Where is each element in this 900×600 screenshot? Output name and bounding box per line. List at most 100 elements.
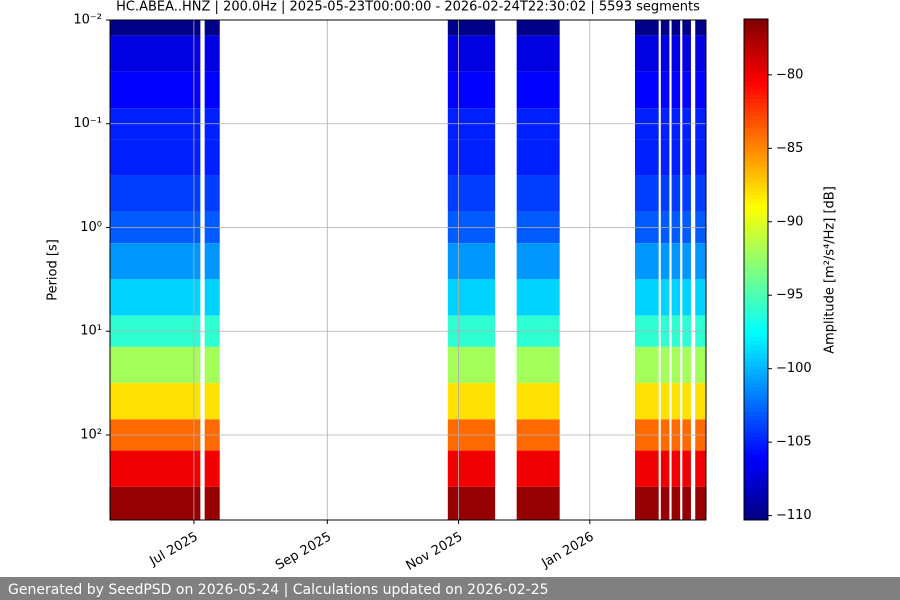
spectrogram-cell [110, 486, 201, 520]
colorbar-swatch [744, 252, 768, 258]
spectrogram-cell [204, 486, 220, 520]
plot-frame [109, 19, 707, 521]
spectrogram-cell [110, 20, 201, 36]
colorbar-swatch [744, 56, 768, 62]
colorbar-swatch [744, 482, 768, 488]
colorbar-swatch [744, 173, 768, 179]
colorbar-swatch [744, 419, 768, 425]
colorbar-swatch [744, 206, 768, 212]
spectrogram-cell [695, 243, 706, 280]
colorbar-swatch [744, 261, 768, 266]
spectrogram-cell [671, 346, 681, 384]
spectrogram-cell [447, 279, 496, 316]
colorbar-swatch [744, 444, 768, 450]
spectrogram-cell [516, 486, 560, 520]
colorbar-swatch [744, 190, 768, 195]
colorbar-label: Amplitude [m²/s⁴/Hz] [dB] [823, 186, 838, 354]
spectrogram-cell [447, 346, 496, 384]
colorbar-swatch [744, 244, 768, 250]
colorbar-swatch [744, 64, 768, 70]
spectrogram-cell [671, 450, 681, 487]
colorbar-swatch [744, 319, 768, 325]
colorbar-swatch [744, 507, 768, 513]
colorbar-swatch [744, 503, 768, 508]
x-tick-label: Jul 2025 [146, 530, 200, 570]
colorbar-swatch [744, 223, 768, 229]
colorbar-swatch [744, 73, 768, 78]
spectrogram-cell [682, 175, 691, 212]
colorbar-swatch [744, 515, 768, 521]
spectrogram-cell [682, 486, 691, 520]
colorbar-swatch [744, 85, 768, 91]
colorbar-swatch [744, 31, 768, 37]
footer-text: Generated by SeedPSD on 2026-05-24 | Cal… [8, 582, 549, 598]
spectrogram-cell [516, 139, 560, 176]
spectrogram-cell [671, 243, 681, 280]
colorbar-swatch [744, 98, 768, 103]
spectrogram-cell [682, 279, 691, 316]
spectrogram-cell [634, 279, 659, 316]
colorbar-swatch [744, 282, 768, 287]
colorbar-swatch [744, 432, 768, 437]
colorbar-swatch [744, 365, 768, 371]
colorbar-swatch [744, 181, 768, 187]
footer-bar [0, 577, 900, 600]
colorbar-swatch [744, 169, 768, 174]
colorbar-swatch [744, 474, 768, 479]
spectrogram-cell [447, 383, 496, 420]
spectrogram-cell [671, 383, 681, 420]
spectrogram-cell [516, 450, 560, 487]
colorbar-tick-label: −95 [776, 288, 803, 303]
colorbar-swatch [744, 240, 768, 245]
colorbar-swatch [744, 511, 768, 517]
colorbar-swatch [744, 219, 768, 225]
colorbar-swatch [744, 373, 768, 379]
spectrogram-cell [634, 450, 659, 487]
colorbar-swatch [744, 89, 768, 95]
colorbar-swatch [744, 115, 768, 120]
colorbar-tick-label: −105 [776, 435, 812, 450]
spectrogram-cell [671, 139, 681, 176]
colorbar-swatch [744, 269, 768, 275]
colorbar-swatch [744, 440, 768, 446]
colorbar-swatch [744, 198, 768, 204]
colorbar-swatch [744, 323, 768, 329]
spectrogram-cell [516, 383, 560, 420]
x-tick-label: Nov 2025 [404, 530, 466, 574]
spectrogram-cell [204, 383, 220, 420]
spectrogram-cell [516, 71, 560, 109]
colorbar-swatch [744, 186, 768, 191]
spectrogram-cell [516, 243, 560, 280]
spectrogram-cell [447, 20, 496, 36]
spectrogram-cell [671, 486, 681, 520]
spectrogram-cell [447, 243, 496, 280]
y-tick-label: 10¹ [80, 324, 102, 339]
spectrogram-cell [516, 20, 560, 36]
spectrogram-cell [695, 71, 706, 109]
colorbar-swatch [744, 140, 768, 145]
colorbar-swatch [744, 465, 768, 471]
colorbar-swatch [744, 386, 768, 392]
colorbar-swatch [744, 144, 768, 149]
colorbar-swatch [744, 19, 768, 24]
colorbar-tick-label: −80 [776, 67, 803, 82]
colorbar-swatch [744, 361, 768, 367]
spectrogram-cell [447, 486, 496, 520]
spectrogram-cell [634, 486, 659, 520]
spectrogram-cell [204, 346, 220, 384]
y-tick-label: 10⁻¹ [73, 116, 102, 131]
spectrogram-cell [110, 175, 201, 212]
spectrogram-cell [634, 383, 659, 420]
colorbar-swatch [744, 119, 768, 124]
colorbar-swatch [744, 403, 768, 408]
spectrogram-cell [634, 139, 659, 176]
spectrogram-cell [110, 35, 201, 72]
spectrogram-cell [660, 20, 670, 36]
colorbar-swatch [744, 148, 768, 154]
chart-title: HC.ABEA..HNZ | 200.0Hz | 2025-05-23T00:0… [116, 0, 700, 15]
colorbar-swatch [744, 369, 768, 375]
colorbar-swatch [744, 273, 768, 279]
y-tick-label: 10⁻² [73, 13, 102, 28]
colorbar-swatch [744, 227, 768, 233]
